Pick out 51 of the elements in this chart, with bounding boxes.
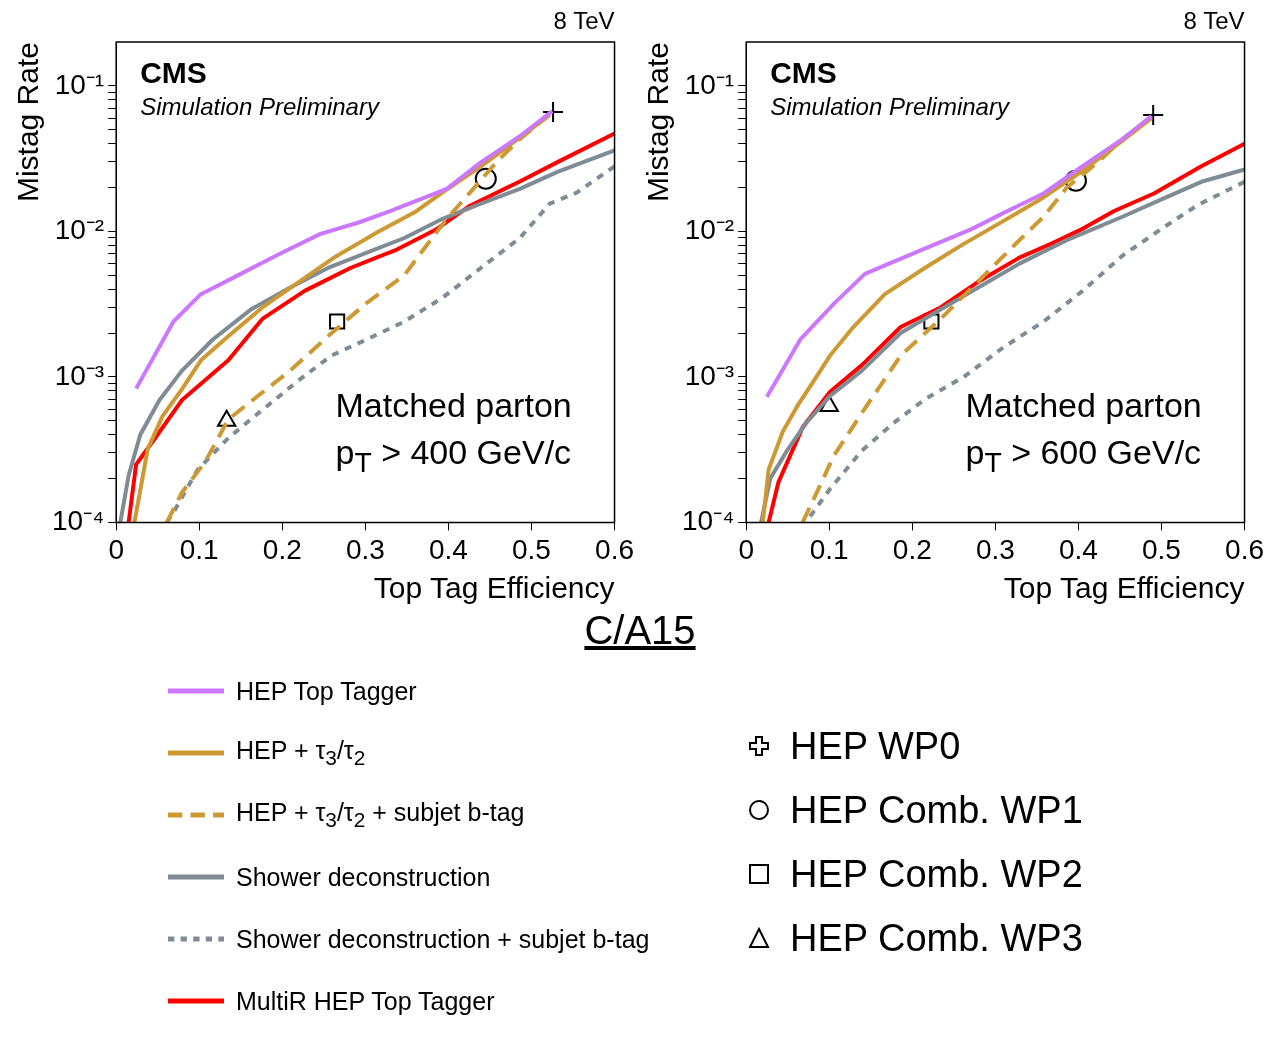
point <box>819 395 839 413</box>
y-tick-label: 10⁻⁴ <box>51 505 105 537</box>
text: C/A15 <box>583 608 697 652</box>
legend-label: HEP + τ$_{3}$/τ$_{2}$ + subjet b-tag <box>236 798 525 832</box>
legend-label: HEP WP0 <box>790 724 961 768</box>
y-tick-label: 10⁻³ <box>684 359 735 391</box>
legend-label: Shower deconstruction + subjet b-tag <box>236 924 650 954</box>
x-tick-label: 0.2 <box>892 533 932 565</box>
legend-label: Shower deconstruction <box>236 862 491 892</box>
annotation: CMS <box>140 56 207 89</box>
annotation: Matched parton <box>335 386 572 425</box>
x-tick-label: 0 <box>108 533 124 565</box>
legend-label: HEP Comb. WP2 <box>790 852 1083 896</box>
y-axis-title: Mistag Rate <box>11 42 45 203</box>
legend-label: MultiR HEP Top Tagger <box>236 986 495 1016</box>
x-tick-label: 0.4 <box>428 533 468 565</box>
x-tick-label: 0.6 <box>1225 533 1265 565</box>
x-axis-title: Top Tag Efficiency <box>1003 571 1245 605</box>
annotation: p$_{T}$ > 400 GeV/c <box>335 433 572 479</box>
legend-label: HEP Comb. WP1 <box>790 788 1083 832</box>
x-tick-label: 0.2 <box>262 533 302 565</box>
point <box>474 167 497 190</box>
annotation: Matched parton <box>965 386 1202 425</box>
text: 8 TeV <box>1183 7 1245 35</box>
x-tick-label: 0.6 <box>595 533 635 565</box>
y-tick-label: 10⁻² <box>684 214 735 246</box>
x-tick-label: 0.4 <box>1058 533 1098 565</box>
point <box>216 409 237 427</box>
x-tick-label: 0.1 <box>809 533 849 565</box>
y-tick-label: 10⁻³ <box>54 359 105 391</box>
y-tick-label: 10⁻¹ <box>684 68 735 100</box>
y-tick-label: 10⁻² <box>54 214 105 246</box>
text: 8 TeV <box>553 7 615 35</box>
annotation: p$_{T}$ > 600 GeV/c <box>965 433 1202 479</box>
y-axis-title: Mistag Rate <box>641 42 675 203</box>
x-tick-label: 0.5 <box>512 533 551 565</box>
point <box>329 313 346 330</box>
annotation: CMS <box>770 56 837 89</box>
annotation: Simulation Preliminary <box>140 93 379 121</box>
y-tick-label: 10⁻⁴ <box>681 505 735 537</box>
x-tick-label: 0 <box>738 533 754 565</box>
legend-label: HEP + τ$_{3}$/τ$_{2}$ <box>236 736 366 770</box>
x-tick-label: 0.5 <box>1142 533 1181 565</box>
y-tick-label: 10⁻¹ <box>54 68 105 100</box>
x-tick-label: 0.3 <box>345 533 385 565</box>
x-tick-label: 0.1 <box>179 533 219 565</box>
legend-label: HEP Top Tagger <box>236 676 417 706</box>
legend-label: HEP Comb. WP3 <box>790 916 1083 960</box>
x-tick-label: 0.3 <box>975 533 1015 565</box>
annotation: Simulation Preliminary <box>770 93 1009 121</box>
x-axis-title: Top Tag Efficiency <box>373 571 615 605</box>
